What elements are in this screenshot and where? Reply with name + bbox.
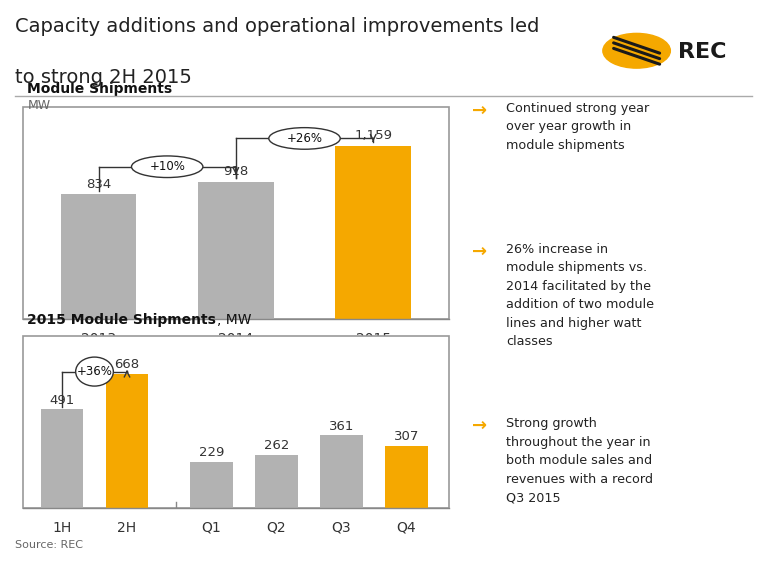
Ellipse shape — [131, 156, 203, 178]
Ellipse shape — [76, 357, 114, 386]
Bar — [23, 336, 449, 508]
Bar — [23, 107, 449, 319]
Bar — [335, 146, 411, 319]
Bar — [385, 446, 427, 508]
Text: Capacity additions and operational improvements led: Capacity additions and operational impro… — [15, 17, 540, 36]
Bar — [321, 435, 363, 508]
Text: +26%: +26% — [287, 132, 322, 145]
Text: →: → — [472, 102, 487, 120]
Text: 262: 262 — [264, 439, 289, 452]
Text: Strong growth
throughout the year in
both module sales and
revenues with a recor: Strong growth throughout the year in bot… — [506, 417, 653, 504]
Text: 361: 361 — [329, 420, 354, 433]
Bar — [106, 374, 148, 508]
Text: →: → — [472, 243, 487, 261]
Bar — [198, 182, 274, 319]
Text: 1,159: 1,159 — [354, 129, 392, 142]
Bar — [41, 409, 83, 508]
Text: 2015 Module Shipments: 2015 Module Shipments — [28, 313, 216, 327]
Bar — [255, 455, 298, 508]
Text: 668: 668 — [114, 358, 140, 371]
Text: Module Shipments: Module Shipments — [28, 82, 173, 96]
Text: +10%: +10% — [150, 160, 185, 173]
Text: 307: 307 — [393, 430, 419, 443]
Text: 491: 491 — [49, 394, 74, 407]
Text: 834: 834 — [86, 178, 111, 191]
Text: Continued strong year
over year growth in
module shipments: Continued strong year over year growth i… — [506, 102, 650, 152]
Text: , MW: , MW — [217, 313, 252, 327]
Bar — [61, 195, 137, 319]
Text: +36%: +36% — [77, 365, 113, 378]
Text: to strong 2H 2015: to strong 2H 2015 — [15, 68, 193, 87]
Text: 229: 229 — [199, 446, 224, 459]
Text: 918: 918 — [223, 165, 249, 178]
Text: 26% increase in
module shipments vs.
2014 facilitated by the
addition of two mod: 26% increase in module shipments vs. 201… — [506, 243, 654, 348]
Text: REC: REC — [678, 42, 726, 63]
Text: MW: MW — [28, 99, 51, 112]
Ellipse shape — [268, 127, 341, 149]
Text: →: → — [472, 417, 487, 435]
Bar — [190, 462, 232, 508]
Circle shape — [603, 33, 670, 68]
Text: Source: REC: Source: REC — [15, 540, 84, 550]
